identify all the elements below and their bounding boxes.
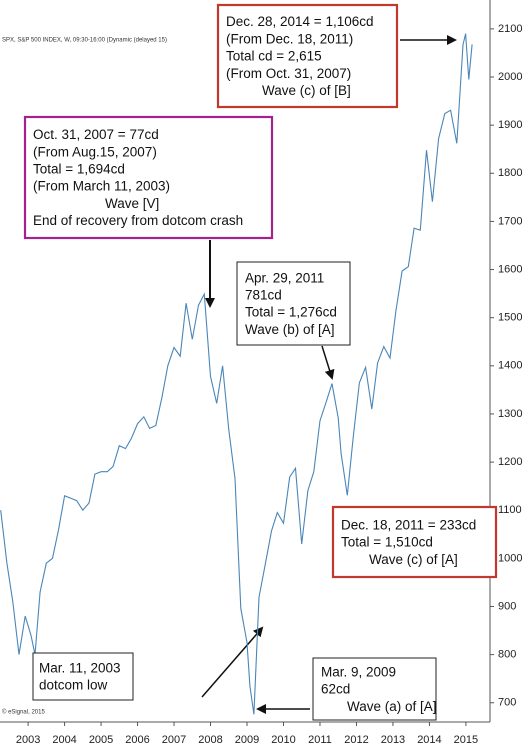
y-tick-label: 1600 — [498, 263, 522, 275]
annotation-text: End of recovery from dotcom crash — [33, 213, 243, 228]
annotation-text: Mar. 9, 2009 — [321, 664, 396, 679]
y-tick-label: 1900 — [498, 119, 522, 131]
annotation-text: (From Dec. 18, 2011) — [226, 31, 353, 46]
annotation-text: Wave (a) of [A] — [347, 699, 437, 714]
annotation-box — [312, 657, 437, 721]
annotation-text: Total = 1,694cd — [33, 161, 125, 176]
y-tick-label: 900 — [498, 600, 516, 612]
annotation-text: Wave (c) of [A] — [369, 552, 458, 567]
annotation-box — [32, 652, 134, 701]
price-line — [0, 33, 473, 715]
annotation-text: (From Oct. 31, 2007) — [226, 66, 351, 81]
x-tick-label: 2012 — [344, 734, 368, 746]
x-tick-label: 2011 — [308, 734, 332, 746]
annotation-text: Dec. 28, 2014 = 1,106cd — [226, 14, 374, 29]
annotation-text: dotcom low — [39, 678, 108, 693]
y-tick-label: 1700 — [498, 215, 522, 227]
x-tick-label: 2007 — [162, 734, 186, 746]
annotation-text: (From Aug.15, 2007) — [33, 144, 157, 159]
annotation-box — [23, 115, 274, 240]
annotation-text: Wave (b) of [A] — [245, 322, 335, 337]
annotation-text: Total cd = 2,615 — [226, 49, 322, 64]
annotation-box — [331, 505, 498, 579]
x-tick-label: 2015 — [454, 734, 478, 746]
annotation-text: Dec. 18, 2011 = 233cd — [341, 517, 476, 532]
x-tick-label: 2014 — [417, 734, 441, 746]
y-tick-label: 1500 — [498, 312, 522, 324]
y-tick-label: 700 — [498, 697, 516, 709]
y-tick-label: 800 — [498, 649, 516, 661]
x-tick-label: 2006 — [125, 734, 149, 746]
annotation-text: Mar. 11, 2003 — [39, 660, 121, 675]
annotation-text: Apr. 29, 2011 — [245, 270, 324, 285]
annotation-text: (From March 11, 2003) — [33, 179, 170, 194]
y-tick-label: 1400 — [498, 360, 522, 372]
y-tick-label: 2000 — [498, 71, 522, 83]
y-tick-label: 1100 — [498, 504, 522, 516]
y-tick-label: 1300 — [498, 408, 522, 420]
header: SPX, S&P 500 INDEX, W, 09:30-16:00 (Dyna… — [2, 38, 167, 44]
annotation-box — [236, 261, 351, 346]
annotation-text: Oct. 31, 2007 = 77cd — [33, 127, 159, 142]
annotation-text: Total = 1,276cd — [245, 305, 337, 320]
arrow — [201, 626, 264, 698]
x-tick-label: 2005 — [89, 734, 113, 746]
annotation-text: Wave (c) of [B] — [262, 83, 351, 98]
y-tick-label: 2100 — [498, 23, 522, 35]
x-tick-label: 2009 — [235, 734, 259, 746]
x-tick-label: 2010 — [271, 734, 295, 746]
y-tick-label: 1800 — [498, 167, 522, 179]
annotation-text: Wave [V] — [105, 196, 159, 211]
y-tick-label: 1000 — [498, 552, 522, 564]
footer: © eSignal, 2015 — [2, 709, 45, 716]
x-tick-label: 2008 — [198, 734, 222, 746]
annotation-text: Total = 1,510cd — [341, 535, 433, 550]
x-tick-label: 2013 — [381, 734, 405, 746]
arrow — [321, 345, 335, 380]
annotation-text: 781cd — [245, 287, 282, 302]
x-tick-label: 2004 — [52, 734, 76, 746]
annotation-box — [216, 3, 399, 109]
annotation-text: 62cd — [321, 682, 350, 697]
y-tick-label: 1200 — [498, 456, 522, 468]
x-tick-label: 2003 — [16, 734, 40, 746]
